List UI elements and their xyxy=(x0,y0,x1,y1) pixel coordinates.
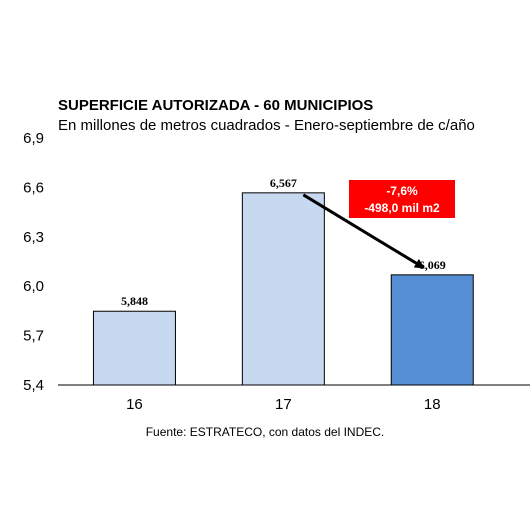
y-tick-label: 6,6 xyxy=(23,179,44,196)
change-arrow xyxy=(302,193,425,269)
bars-group xyxy=(92,192,474,386)
y-tick-label: 5,4 xyxy=(23,377,44,394)
y-axis-ticks: 5,4 5,7 6,0 6,3 6,6 6,9 xyxy=(23,130,44,394)
data-label-16: 5,848 xyxy=(121,294,148,308)
data-label-17: 6,567 xyxy=(270,176,297,190)
chart-subtitle: En millones de metros cuadrados - Enero-… xyxy=(58,117,475,134)
y-tick-label: 5,7 xyxy=(23,328,44,345)
y-tick-label: 6,0 xyxy=(23,278,44,295)
x-tick-label: 16 xyxy=(126,396,143,413)
bar-16 xyxy=(92,310,176,386)
change-absolute: -498,0 mil m2 xyxy=(364,201,440,215)
y-tick-label: 6,9 xyxy=(23,130,44,147)
change-percent: -7,6% xyxy=(386,184,418,198)
chart-title: SUPERFICIE AUTORIZADA - 60 MUNICIPIOS xyxy=(58,97,373,114)
change-annotation: -7,6% -498,0 mil m2 xyxy=(349,180,455,218)
chart-source: Fuente: ESTRATECO, con datos del INDEC. xyxy=(146,425,385,439)
data-label-18: 6,069 xyxy=(419,258,446,272)
x-axis-ticks: 16 17 18 xyxy=(126,396,440,413)
x-tick-label: 17 xyxy=(275,396,292,413)
change-annotation-box xyxy=(349,180,455,218)
x-tick-label: 18 xyxy=(424,396,441,413)
bar-17 xyxy=(241,192,325,386)
data-labels-group: 5,848 6,567 6,069 xyxy=(121,176,446,308)
bar-18 xyxy=(390,274,474,386)
y-tick-label: 6,3 xyxy=(23,229,44,246)
